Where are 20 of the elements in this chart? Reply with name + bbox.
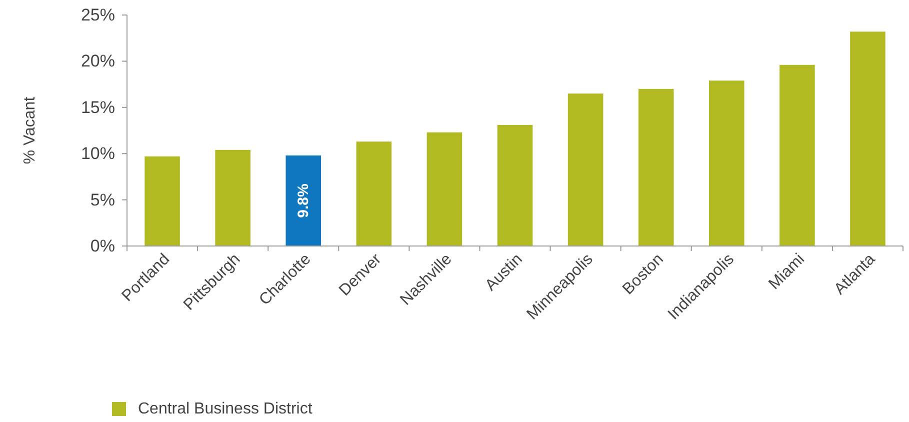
y-tick-label: 10% [80, 144, 115, 164]
bar [780, 64, 815, 246]
legend-label: Central Business District [138, 400, 313, 418]
y-tick-label: 20% [80, 52, 115, 71]
bar [356, 142, 392, 246]
bar [638, 88, 674, 246]
bar [497, 124, 533, 246]
bar [286, 155, 321, 246]
y-tick-label: 15% [80, 98, 115, 117]
bar [426, 132, 462, 246]
y-tick-label: 25% [80, 6, 115, 24]
data-label: 9.8% [294, 184, 312, 218]
bar [215, 150, 250, 246]
bar [709, 80, 744, 246]
bar [568, 94, 604, 246]
bar [144, 156, 180, 246]
bar [850, 32, 886, 246]
y-tick-label: 5% [90, 190, 115, 210]
y-tick-label: 0% [90, 236, 115, 256]
y-axis-title: % Vacant [22, 96, 38, 164]
